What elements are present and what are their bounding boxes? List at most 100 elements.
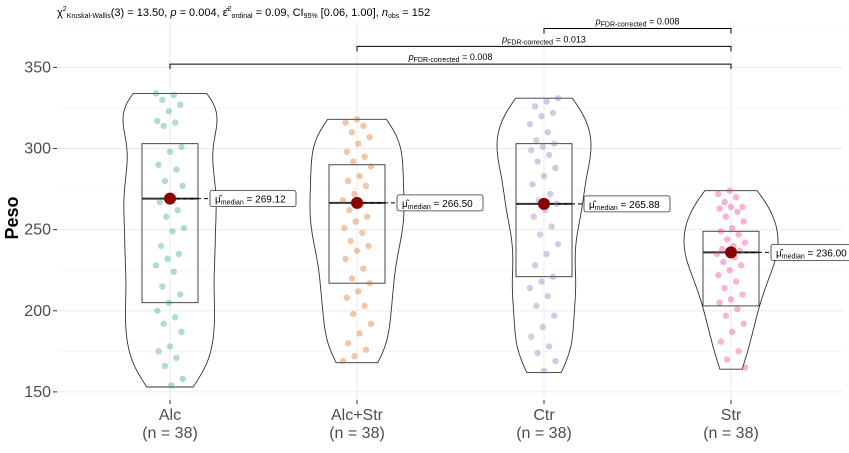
data-point [740, 218, 747, 225]
comparison-bracket [543, 27, 732, 34]
data-point [355, 288, 362, 295]
data-point [553, 200, 560, 207]
points [152, 90, 749, 389]
data-point [547, 190, 554, 198]
box [702, 230, 760, 307]
data-point [721, 198, 728, 206]
y-axis: 150 200 250 300 350 [24, 59, 57, 401]
medians: μ̂median = 269.12 μ̂median = 266.50 μ̂medi… [164, 190, 849, 261]
data-point [341, 224, 348, 232]
data-point [526, 284, 534, 292]
data-point [732, 194, 740, 201]
median-dot [538, 197, 550, 210]
data-point [550, 140, 558, 147]
data-point [734, 208, 741, 216]
data-point [343, 148, 351, 155]
data-point [174, 206, 181, 214]
data-point [533, 302, 540, 310]
data-point [540, 172, 548, 180]
data-point [713, 250, 721, 258]
data-point [154, 307, 161, 314]
data-point [178, 328, 185, 336]
data-point [152, 262, 160, 269]
data-point [739, 291, 746, 298]
data-point [356, 172, 363, 180]
data-point [723, 236, 731, 243]
box [141, 143, 199, 304]
data-point [741, 364, 749, 371]
data-point [528, 146, 535, 154]
violins [122, 92, 779, 388]
data-point [533, 137, 540, 144]
data-point [540, 367, 548, 374]
data-point [723, 356, 731, 363]
data-point [349, 158, 357, 165]
data-point [346, 206, 353, 214]
data-point [363, 213, 371, 220]
data-point [171, 314, 179, 321]
data-point [179, 375, 186, 383]
data-point [362, 346, 370, 353]
y-tick-label: 150 [24, 384, 51, 401]
x-tick-label: Alc [159, 407, 181, 424]
data-point [169, 228, 176, 235]
data-point [548, 223, 555, 230]
data-point [362, 182, 370, 190]
data-point [365, 242, 372, 250]
data-point [538, 112, 545, 120]
data-point [529, 181, 536, 188]
data-point [344, 340, 352, 347]
data-point [528, 333, 535, 340]
data-point [366, 279, 373, 287]
x-tick-count: (n = 38) [329, 425, 385, 442]
data-point [554, 95, 562, 102]
data-point [348, 275, 356, 282]
data-point [722, 213, 730, 220]
x-axis: Alc(n = 38)Alc+Str(n = 38)Ctr(n = 38)Str… [142, 400, 759, 442]
data-point [342, 255, 349, 263]
data-point [166, 148, 174, 155]
median-label-box [770, 243, 849, 261]
data-point [348, 129, 356, 136]
data-point [342, 119, 349, 126]
violin [122, 92, 218, 388]
data-point [161, 177, 169, 185]
data-point [356, 330, 363, 337]
x-tick-count: (n = 38) [516, 425, 572, 442]
violin [496, 97, 592, 373]
data-point [722, 312, 730, 319]
data-point [165, 299, 172, 306]
data-point [550, 312, 558, 319]
data-point [726, 187, 733, 194]
data-point [716, 205, 723, 212]
data-point [159, 283, 166, 290]
data-point [526, 121, 534, 128]
y-axis-title: Peso [2, 196, 22, 239]
data-point [549, 109, 557, 117]
median-dot [164, 192, 176, 205]
data-point [726, 267, 733, 274]
x-tick-label: Ctr [533, 407, 555, 424]
data-point [543, 250, 550, 258]
violin [683, 190, 779, 370]
data-point [721, 284, 728, 292]
comparison-bracket [169, 63, 732, 70]
data-point [176, 101, 184, 108]
data-point [729, 224, 736, 232]
data-point [173, 166, 180, 173]
data-point [544, 292, 552, 300]
data-point [360, 265, 367, 272]
data-point [536, 231, 544, 238]
data-point [716, 299, 723, 306]
data-point [162, 213, 170, 220]
data-point [718, 245, 726, 253]
data-point [735, 231, 742, 238]
data-point [367, 163, 375, 170]
data-point [360, 122, 367, 130]
data-point [361, 302, 368, 310]
data-point [358, 229, 366, 237]
data-point [180, 224, 188, 232]
data-point [156, 198, 164, 206]
data-point [545, 151, 553, 159]
data-point [531, 103, 539, 110]
